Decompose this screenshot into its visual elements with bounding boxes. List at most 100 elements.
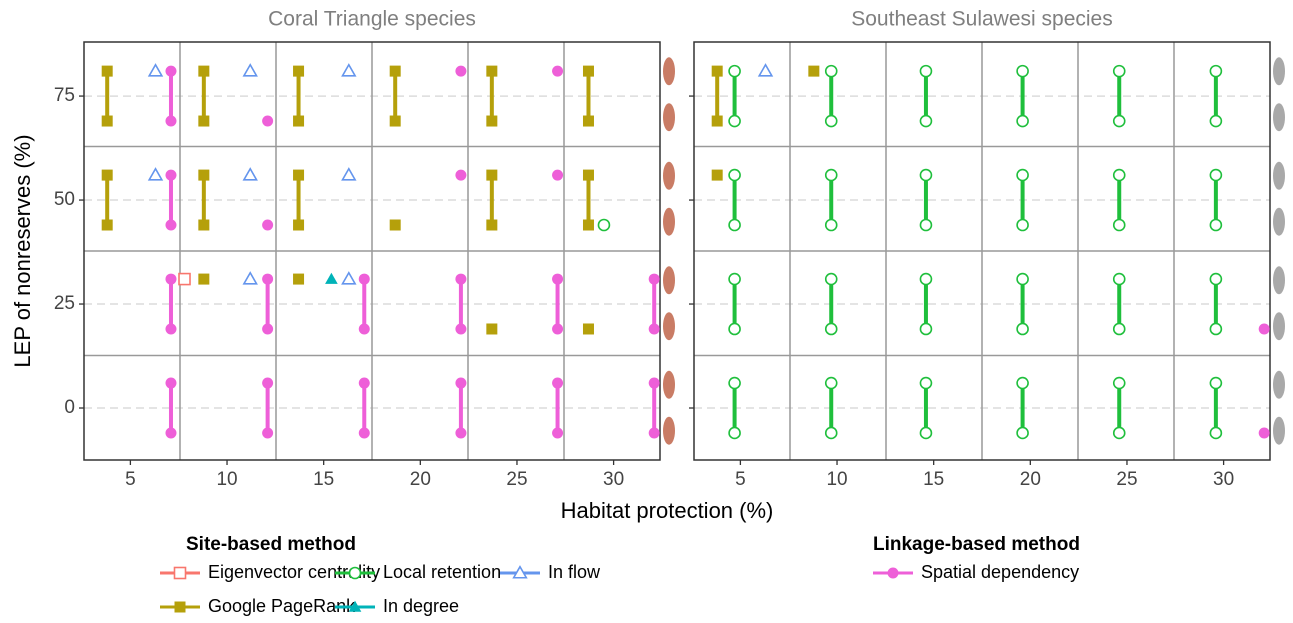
marker bbox=[486, 323, 498, 335]
marker bbox=[198, 169, 210, 181]
marker bbox=[242, 167, 258, 181]
species-icon bbox=[663, 266, 675, 295]
marker bbox=[165, 65, 177, 77]
panel-border bbox=[83, 41, 661, 461]
marker bbox=[262, 323, 274, 335]
marker bbox=[174, 601, 186, 613]
panel-title: Coral Triangle species bbox=[268, 8, 476, 31]
marker bbox=[1112, 64, 1126, 78]
marker bbox=[1209, 218, 1223, 232]
marker bbox=[582, 323, 594, 335]
marker bbox=[242, 271, 258, 285]
marker bbox=[389, 65, 401, 77]
marker bbox=[147, 63, 164, 77]
x-axis-label: Habitat protection (%) bbox=[561, 498, 774, 523]
species-icon bbox=[1273, 161, 1285, 190]
legend-title: Site-based method bbox=[186, 534, 356, 555]
marker bbox=[824, 322, 838, 336]
species-icon bbox=[663, 207, 675, 236]
marker bbox=[165, 219, 177, 231]
marker bbox=[1112, 114, 1126, 128]
x-tick-label: 30 bbox=[603, 469, 624, 490]
marker bbox=[455, 323, 467, 335]
marker bbox=[919, 218, 933, 232]
marker bbox=[1258, 323, 1270, 335]
marker bbox=[358, 323, 370, 335]
marker bbox=[358, 427, 370, 439]
marker bbox=[648, 323, 660, 335]
marker bbox=[348, 600, 362, 612]
marker bbox=[1112, 218, 1126, 232]
y-tick-label: 50 bbox=[54, 189, 75, 210]
marker bbox=[919, 426, 933, 440]
marker bbox=[242, 63, 258, 77]
marker bbox=[1209, 426, 1223, 440]
marker bbox=[455, 169, 467, 181]
species-icon bbox=[1273, 370, 1285, 399]
marker bbox=[341, 63, 357, 77]
marker bbox=[165, 273, 177, 285]
marker bbox=[486, 115, 498, 127]
species-icon bbox=[663, 57, 675, 86]
marker bbox=[486, 169, 498, 181]
marker bbox=[648, 273, 660, 285]
marker bbox=[648, 427, 660, 439]
marker bbox=[728, 114, 741, 128]
marker bbox=[389, 115, 401, 127]
marker bbox=[919, 64, 933, 78]
marker bbox=[262, 273, 274, 285]
species-icon bbox=[1273, 416, 1285, 445]
marker bbox=[824, 376, 838, 390]
marker bbox=[597, 218, 611, 232]
marker bbox=[582, 65, 594, 77]
marker bbox=[358, 377, 370, 389]
marker bbox=[648, 377, 660, 389]
x-tick-label: 10 bbox=[826, 469, 847, 490]
y-axis-label: LEP of nonreserves (%) bbox=[10, 134, 35, 367]
marker bbox=[1016, 322, 1029, 336]
x-tick-label: 30 bbox=[1213, 469, 1234, 490]
marker bbox=[262, 427, 274, 439]
marker bbox=[455, 427, 467, 439]
y-tick-label: 75 bbox=[54, 85, 75, 106]
marker bbox=[1016, 218, 1029, 232]
legend-label: In flow bbox=[548, 562, 601, 582]
marker bbox=[824, 168, 838, 182]
marker bbox=[728, 168, 741, 182]
marker bbox=[728, 322, 741, 336]
marker bbox=[262, 115, 274, 127]
marker bbox=[1209, 114, 1223, 128]
species-icon bbox=[663, 312, 675, 341]
marker bbox=[1258, 427, 1270, 439]
marker bbox=[341, 167, 357, 181]
x-tick-label: 25 bbox=[1116, 469, 1137, 490]
marker bbox=[1209, 168, 1223, 182]
marker bbox=[1112, 376, 1126, 390]
marker bbox=[728, 272, 741, 286]
marker bbox=[919, 322, 933, 336]
panel-border bbox=[693, 41, 1271, 461]
marker bbox=[1016, 376, 1029, 390]
marker bbox=[711, 65, 723, 77]
marker bbox=[711, 115, 723, 127]
legend-title: Linkage-based method bbox=[873, 534, 1080, 555]
marker bbox=[325, 272, 338, 284]
species-icon bbox=[663, 416, 675, 445]
marker bbox=[178, 272, 191, 286]
marker bbox=[293, 65, 305, 77]
x-tick-label: 20 bbox=[410, 469, 431, 490]
marker bbox=[512, 565, 528, 579]
marker bbox=[1112, 272, 1126, 286]
marker bbox=[101, 65, 113, 77]
marker bbox=[552, 323, 564, 335]
marker bbox=[1016, 64, 1029, 78]
x-tick-label: 10 bbox=[216, 469, 237, 490]
marker bbox=[262, 377, 274, 389]
legend-label: Eigenvector centrality bbox=[208, 562, 380, 582]
marker bbox=[455, 65, 467, 77]
marker bbox=[582, 115, 594, 127]
x-tick-label: 25 bbox=[506, 469, 527, 490]
marker bbox=[1112, 322, 1126, 336]
marker bbox=[165, 377, 177, 389]
marker bbox=[728, 218, 741, 232]
